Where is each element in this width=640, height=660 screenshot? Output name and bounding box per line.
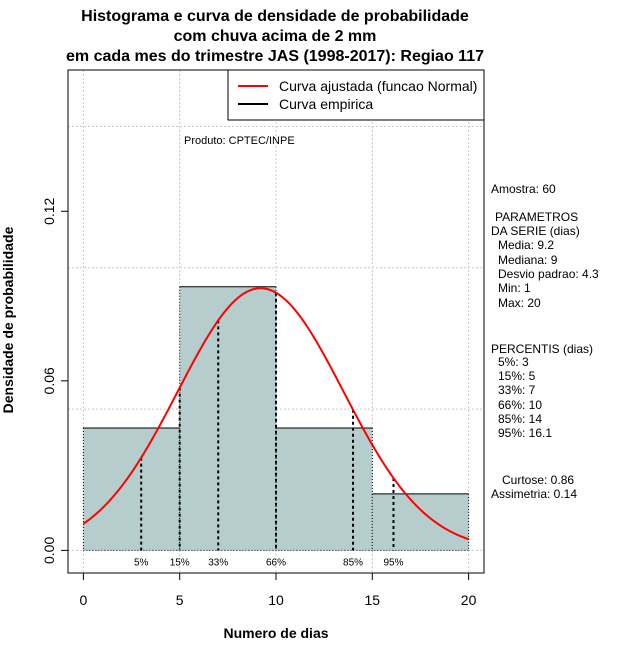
x-tick-label: 5: [176, 592, 184, 608]
stat-max: Max: 20: [498, 296, 541, 310]
stat-p85: 85%: 14: [498, 412, 542, 426]
histogram-bar: [276, 428, 373, 551]
stat-media: Media: 9.2: [498, 238, 554, 252]
histogram-bar: [83, 428, 180, 551]
stat-param-title-1: PARAMETROS: [495, 210, 578, 224]
y-tick-label: 0.12: [41, 197, 57, 224]
y-tick-label: 0.00: [41, 537, 57, 564]
title-line-2: com chuva acima de 2 mm: [174, 28, 377, 45]
percentile-lines: 5% 15% 33% 66% 85% 95%: [134, 292, 404, 568]
legend: Curva ajustada (funcao Normal) Curva emp…: [227, 69, 485, 121]
percentile-label: 5%: [134, 557, 149, 568]
x-tick-label: 20: [461, 592, 477, 608]
x-axis-title: Numero de dias: [223, 625, 328, 641]
legend-box: [227, 69, 485, 121]
stat-mediana: Mediana: 9: [498, 253, 558, 267]
stat-assimetria: Assimetria: 0.14: [491, 487, 577, 501]
stats-panel: Amostra: 60 PARAMETROS DA SERIE (dias) M…: [491, 182, 599, 501]
stat-p5: 5%: 3: [498, 355, 529, 369]
legend-fitted-label: Curva ajustada (funcao Normal): [279, 78, 477, 94]
stat-desvio: Desvio padrao: 4.3: [498, 267, 599, 281]
stat-p15: 15%: 5: [498, 369, 536, 383]
stat-param-title-2: DA SERIE (dias): [491, 224, 580, 238]
title-line-3: em cada mes do trimestre JAS (1998-2017)…: [66, 48, 484, 65]
percentile-label: 66%: [266, 557, 286, 568]
legend-empirical-label: Curva empirica: [279, 96, 373, 112]
title-line-1: Histograma e curva de densidade de proba…: [81, 8, 469, 25]
product-label: Produto: CPTEC/INPE: [184, 135, 295, 147]
stat-p33: 33%: 7: [498, 383, 536, 397]
histogram-bars: [82, 286, 470, 551]
histogram-bar: [372, 493, 469, 551]
x-tick-label: 10: [268, 592, 284, 608]
percentile-label: 95%: [383, 557, 403, 568]
stat-perc-title: PERCENTIS (dias): [491, 342, 593, 356]
stat-p95: 95%: 16.1: [498, 426, 552, 440]
histogram-bar: [179, 286, 276, 551]
x-tick-label: 15: [365, 592, 381, 608]
fitted-curve: [82, 287, 469, 541]
percentile-label: 15%: [170, 557, 190, 568]
percentile-label: 85%: [343, 557, 363, 568]
y-axis-title: Densidade de probabilidade: [0, 226, 16, 413]
stat-curtose: Curtose: 0.86: [502, 473, 574, 487]
stat-amostra: Amostra: 60: [491, 182, 556, 196]
y-tick-label: 0.06: [41, 367, 57, 394]
stat-min: Min: 1: [498, 281, 531, 295]
normal-curve: [82, 287, 469, 541]
percentile-label: 33%: [208, 557, 228, 568]
stat-p66: 66%: 10: [498, 398, 542, 412]
x-tick-label: 0: [80, 592, 88, 608]
chart-title: Histograma e curva de densidade de proba…: [66, 8, 484, 65]
